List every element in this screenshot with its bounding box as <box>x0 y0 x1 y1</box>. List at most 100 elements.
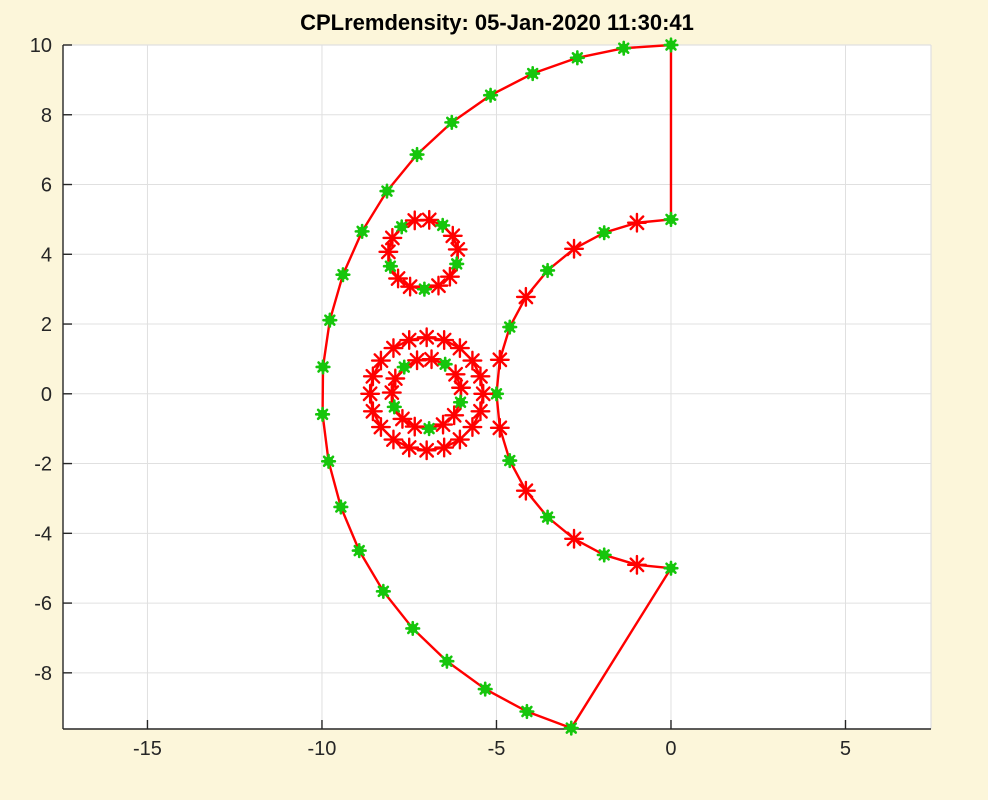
red-asterisk-marker <box>421 349 442 370</box>
red-asterisk-marker <box>449 429 470 450</box>
green-dot-marker <box>596 547 612 563</box>
red-asterisk-marker <box>400 276 421 297</box>
marker-core <box>455 397 466 407</box>
green-dot-marker <box>382 258 398 274</box>
red-asterisk-marker <box>416 327 437 348</box>
marker-core <box>599 227 609 238</box>
green-dot-marker <box>663 37 679 53</box>
marker-core <box>382 186 392 196</box>
green-dot-marker <box>539 509 556 525</box>
marker-spoke <box>373 419 389 435</box>
marker-spoke <box>473 403 488 419</box>
green-dot-marker <box>519 703 535 720</box>
green-dot-marker <box>663 211 679 228</box>
red-asterisk-marker <box>470 401 491 422</box>
green-dot-marker <box>563 720 579 736</box>
outer-arc-line <box>321 43 673 730</box>
plot-title: CPLremdensity: 05-Jan-2020 11:30:41 <box>300 10 694 35</box>
marker-core <box>357 226 367 237</box>
red-asterisk-marker <box>462 417 483 438</box>
marker-core <box>447 117 457 128</box>
marker-core <box>323 456 334 466</box>
green-dot-marker <box>315 359 331 375</box>
red-asterisk-marker <box>564 238 585 259</box>
marker-spoke <box>362 386 378 402</box>
y-tick-label: 2 <box>41 314 52 336</box>
red-asterisk-marker <box>489 417 510 438</box>
green-dot-marker <box>322 312 338 328</box>
marker-spoke <box>446 407 462 423</box>
marker-core <box>396 222 407 232</box>
red-asterisk-marker <box>392 408 413 429</box>
x-tick-label: 5 <box>840 738 851 760</box>
marker-spoke <box>629 557 645 573</box>
green-dot-marker <box>333 499 349 515</box>
red-asterisk-marker <box>433 414 454 435</box>
green-dot-marker <box>416 281 433 297</box>
marker-core <box>325 315 335 325</box>
green-dot-marker <box>379 183 395 199</box>
marker-spoke <box>566 241 582 257</box>
green-dot-marker <box>435 217 451 233</box>
green-dot-marker <box>375 583 391 599</box>
x-tick-label: 0 <box>665 738 676 760</box>
marker-core <box>440 359 450 369</box>
marker-core <box>385 261 396 271</box>
marker-spoke <box>384 385 400 401</box>
marker-spoke <box>566 531 582 547</box>
marker-spoke <box>386 340 401 356</box>
y-tick-label: -2 <box>34 454 52 476</box>
marker-core <box>485 90 496 100</box>
red-asterisk-marker <box>362 366 383 387</box>
marker-core <box>408 623 418 634</box>
green-dot-marker <box>439 653 455 669</box>
marker-core <box>527 68 538 79</box>
red-asterisk-marker <box>383 338 404 359</box>
marker-core <box>522 706 532 717</box>
marker-core <box>619 43 629 53</box>
marker-spoke <box>442 269 458 285</box>
red-asterisk-marker <box>428 275 449 296</box>
red-asterisk-marker <box>362 401 383 422</box>
marker-spoke <box>629 215 645 231</box>
green-dot-marker <box>405 620 421 637</box>
marker-spoke <box>395 411 410 427</box>
plot-area: -15 -10 -5 0 5 -8 -6 -4 -2 0 2 4 6 8 10 <box>30 35 932 760</box>
red-asterisk-marker <box>447 239 468 260</box>
marker-core <box>666 214 676 225</box>
red-asterisk-marker <box>378 241 399 262</box>
marker-spoke <box>386 432 401 447</box>
red-asterisk-marker <box>462 350 483 371</box>
red-asterisk-marker <box>370 350 391 371</box>
marker-core <box>317 409 328 420</box>
y-tick-label: -4 <box>34 523 52 545</box>
red-asterisk-marker <box>419 209 440 230</box>
x-tick-label: -15 <box>133 738 162 760</box>
green-dot-marker <box>354 223 370 239</box>
marker-core <box>572 53 583 63</box>
red-asterisk-marker <box>439 266 460 287</box>
green-dot-marker <box>502 319 518 335</box>
x-tick-label: -5 <box>488 738 506 760</box>
marker-core <box>338 269 348 280</box>
marker-core <box>378 586 389 597</box>
marker-core <box>412 149 422 160</box>
green-dot-marker <box>525 65 541 82</box>
marker-spoke <box>407 419 423 435</box>
marker-spoke <box>390 271 406 286</box>
marker-spoke <box>435 417 451 433</box>
marker-spoke <box>475 386 491 402</box>
green-dot-marker <box>335 267 351 283</box>
marker-spoke <box>384 230 400 246</box>
red-asterisk-marker <box>449 338 470 359</box>
y-tick-label: 6 <box>41 175 52 197</box>
marker-spoke <box>373 353 389 369</box>
marker-core <box>438 220 448 231</box>
marker-core <box>318 362 328 372</box>
marker-core <box>666 40 676 50</box>
x-tick-label: -10 <box>308 738 337 760</box>
red-asterisk-marker <box>489 349 510 370</box>
green-dot-marker <box>616 40 632 56</box>
marker-core <box>599 550 609 560</box>
green-dot-marker <box>421 420 437 437</box>
